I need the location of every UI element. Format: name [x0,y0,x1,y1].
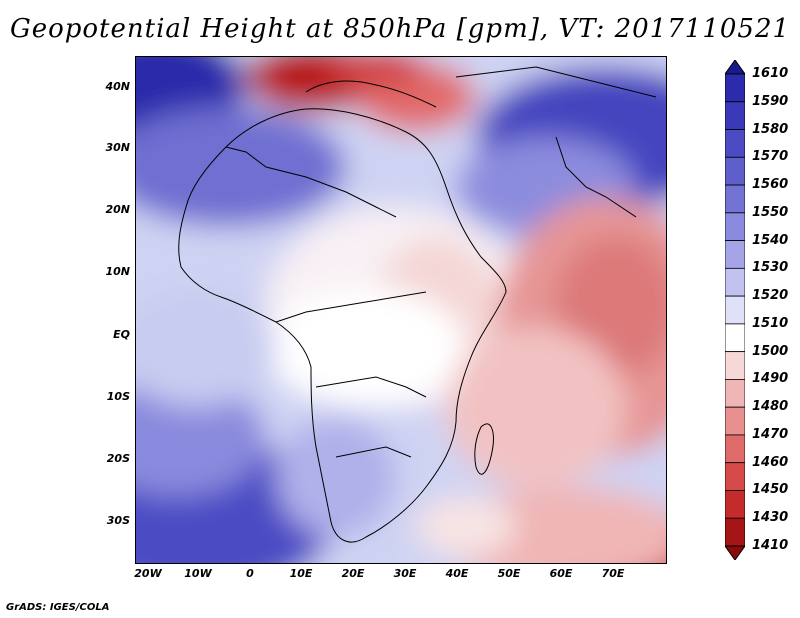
colorbar-top-arrow [725,60,745,75]
colorbar-level-label: 1530 [752,260,789,276]
lat-label-20n: 20N [105,203,130,216]
colorbar-segment [725,406,745,436]
lon-label-60e: 60E [549,567,573,580]
colorbar-segment [725,517,745,547]
colorbar-segment [725,240,745,269]
colorbar-segment [725,129,745,158]
lon-label-20w: 20W [134,567,162,580]
lon-label-50e: 50E [497,567,521,580]
lon-label-10w: 10W [184,567,212,580]
lat-label-30n: 30N [105,141,130,154]
lat-label-40n: 40N [105,80,130,93]
map-canvas [136,57,666,563]
colorbar-level-label: 1480 [752,399,789,415]
lon-label-40e: 40E [445,567,469,580]
colorbar-segment [725,462,745,491]
colorbar-level-label: 1580 [752,121,789,137]
colorbar-segment [725,73,745,103]
colorbar-level-label: 1490 [752,371,789,387]
colorbar-level-label: 1610 [752,66,789,81]
colorbar-bottom-arrow [725,545,745,560]
colorbar-level-label: 1510 [752,315,789,331]
colorbar-segment [725,323,745,353]
colorbar-segment [725,184,745,214]
lon-label-20e: 20E [341,567,365,580]
colorbar-level-label: 1470 [752,426,789,442]
lon-label-30e: 30E [393,567,417,580]
lon-label-70e: 70E [601,567,625,580]
colorbar-segment [725,101,745,130]
footer-credit: GrADS: IGES/COLA [6,602,110,613]
colorbar-level-label: 1590 [752,93,789,109]
colorbar-level-label: 1550 [752,204,789,220]
colorbar-level-label: 1460 [752,454,789,470]
lat-label-30s: 30S [106,514,130,527]
colorbar-segment [725,434,745,464]
height-field [136,57,666,563]
colorbar-segment [725,156,745,186]
colorbar-segment [725,351,745,380]
colorbar-level-label: 1520 [752,288,789,304]
colorbar-segment [725,379,745,408]
coastlines [178,66,657,543]
lat-label-10s: 10S [106,390,130,403]
lon-label-10e: 10E [289,567,313,580]
colorbar-segment [725,490,745,519]
lat-label-eq: EQ [113,328,130,341]
lat-label-20s: 20S [106,452,130,465]
lon-label-0: 0 [246,567,254,580]
map-panel [135,56,667,564]
colorbar-level-label: 1560 [752,177,789,193]
colorbar-level-label: 1500 [752,343,789,359]
colorbar-segment [725,295,745,325]
colorbar-segment [725,267,745,297]
map-title: Geopotential Height at 850hPa [gpm], VT:… [9,14,791,44]
colorbar-level-label: 1570 [752,149,789,165]
colorbar-level-label: 1410 [752,538,789,553]
colorbar-segment [725,212,745,241]
colorbar-level-label: 1540 [752,232,789,248]
colorbar-level-label: 1450 [752,482,789,498]
lat-label-10n: 10N [105,265,130,278]
colorbar [725,60,745,560]
colorbar-level-label: 1430 [752,510,789,526]
